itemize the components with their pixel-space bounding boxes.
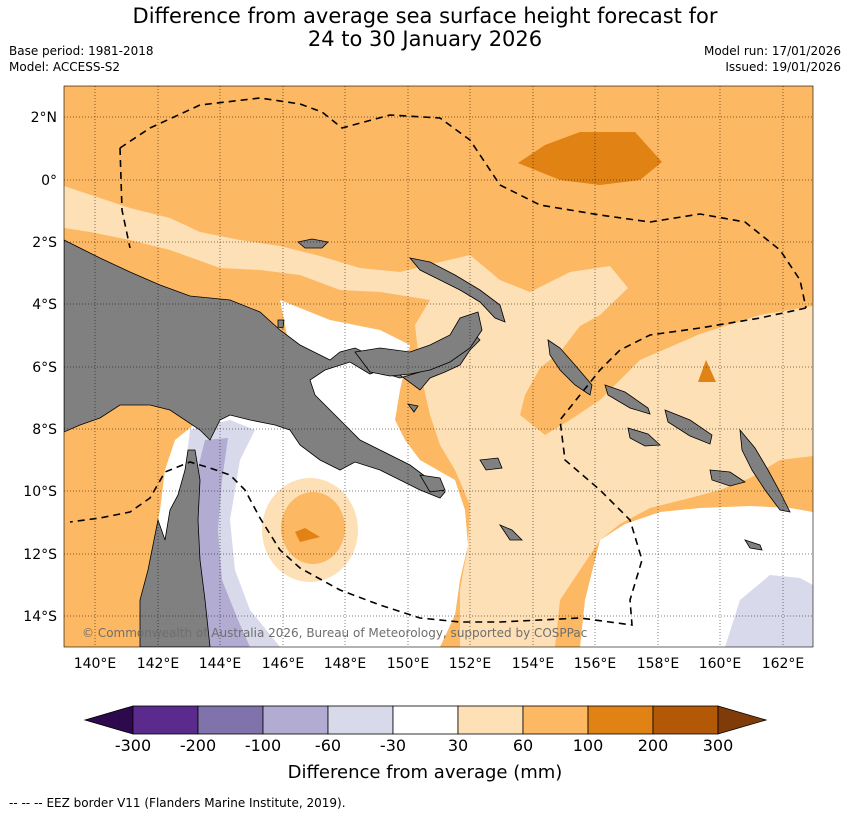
lon-tick-label: 162°E [762, 656, 805, 672]
base-period-label: Base period: 1981-2018 [9, 44, 154, 58]
colorbar-segment [587, 705, 654, 735]
land-solomon-5 [739, 428, 791, 513]
land-solomon-4 [709, 469, 746, 487]
anomaly-blob-100-200-north [518, 132, 662, 185]
lat-tick-label: 14°S [23, 609, 57, 625]
eez-legend-text: EEZ border V11 (Flanders Marine Institut… [46, 796, 346, 810]
colorbar-segment [457, 705, 524, 735]
colorbar-segment [262, 705, 329, 735]
land-bougainville [547, 339, 593, 396]
chart-title-line2: 24 to 30 January 2026 [307, 27, 543, 51]
colorbar-segment [392, 705, 459, 735]
colorbar-tick-label: -100 [245, 736, 281, 755]
land-manus [297, 238, 329, 249]
lon-tick-label: 156°E [574, 656, 617, 672]
eez-legend: -- -- -- EEZ border V11 (Flanders Marine… [9, 796, 346, 810]
colorbar-segment [197, 705, 264, 735]
land-islet-3 [744, 539, 763, 551]
copyright-text: © Commonwealth of Australia 2026, Bureau… [82, 626, 587, 640]
map-area: © Commonwealth of Australia 2026, Bureau… [64, 86, 813, 647]
colorbar-label: Difference from average (mm) [288, 762, 563, 783]
lon-tick-label: 152°E [449, 656, 492, 672]
model-label: Model: ACCESS-S2 [9, 60, 121, 74]
lon-tick-label: 144°E [199, 656, 242, 672]
land-louisiade-1 [419, 474, 446, 493]
colorbar-tick-label: 60 [513, 736, 533, 755]
land-new-ireland [408, 257, 506, 323]
colorbar-segment [522, 705, 589, 735]
meta-left: Base period: 1981-2018 Model: ACCESS-S2 [9, 43, 154, 75]
anomaly-blob-100-200 [295, 528, 320, 542]
lat-tick-label: 2°N [31, 110, 57, 126]
gridlines [64, 86, 813, 647]
land-australia [139, 449, 211, 647]
lat-tick-label: 8°S [32, 422, 57, 438]
eez-legend-symbol: -- -- -- [9, 796, 43, 810]
land-louisiade-3 [498, 524, 523, 541]
land-solomon-3 [627, 427, 661, 447]
anomaly-field-30-60 [64, 186, 813, 647]
colorbar-tick-label: -60 [315, 736, 341, 755]
lon-tick-label: 160°E [699, 656, 742, 672]
colorbar-tick-label: 100 [573, 736, 604, 755]
colorbar-segment [327, 705, 394, 735]
lon-tick-label: 140°E [74, 656, 117, 672]
anomaly-blob-100-200-east [698, 360, 716, 382]
colorbar-tick-label: 30 [448, 736, 468, 755]
map-frame [63, 85, 814, 648]
anomaly-blob-60-100 [281, 492, 345, 564]
colorbar-tick-label: 200 [638, 736, 669, 755]
land-islet-1 [407, 403, 419, 413]
lon-tick-label: 154°E [512, 656, 555, 672]
lat-tick-label: 4°S [32, 297, 57, 313]
colorbar-segment [132, 705, 199, 735]
colorbar-extend-low [83, 705, 134, 735]
lat-tick-label: 2°S [32, 235, 57, 251]
lat-tick-label: 10°S [23, 484, 57, 500]
lon-tick-label: 146°E [262, 656, 305, 672]
colorbar-tick-label: 300 [703, 736, 734, 755]
colorbar-tick-label: -300 [115, 736, 151, 755]
land-louisiade-2 [479, 457, 503, 471]
land-new-britain [354, 311, 483, 377]
lon-tick-label: 148°E [324, 656, 367, 672]
lon-tick-label: 158°E [637, 656, 680, 672]
colorbar-extend-high [717, 705, 768, 735]
land-new-guinea [64, 239, 481, 499]
lon-tick-label: 142°E [137, 656, 180, 672]
land-solomon-2 [664, 409, 713, 445]
chart-title-line1: Difference from average sea surface heig… [132, 4, 718, 28]
lat-tick-label: 12°S [23, 547, 57, 563]
colorbar: -300 -200 -100 -60 -30 30 60 100 200 300… [83, 705, 768, 783]
colorbar-tick-label: -200 [180, 736, 216, 755]
lon-tick-labels: 140°E 142°E 144°E 146°E 148°E 150°E 152°… [74, 656, 805, 672]
issued-label: Issued: 19/01/2026 [725, 60, 841, 74]
lat-tick-labels: 2°N 0° 2°S 4°S 6°S 8°S 10°S 12°S 14°S [23, 110, 57, 625]
anomaly-field-neg-60-100 [192, 438, 250, 647]
anomaly-field-neg-east [725, 575, 813, 647]
land-solomon-1 [604, 384, 651, 415]
meta-right: Model run: 17/01/2026 Issued: 19/01/2026 [704, 43, 841, 75]
model-run-label: Model run: 17/01/2026 [703, 44, 841, 58]
lat-tick-label: 0° [41, 173, 57, 189]
lat-tick-label: 6°S [32, 360, 57, 376]
lon-tick-label: 150°E [387, 656, 430, 672]
land-islet-2 [277, 319, 285, 329]
colorbar-segment [652, 705, 719, 735]
colorbar-tick-label: -30 [380, 736, 406, 755]
